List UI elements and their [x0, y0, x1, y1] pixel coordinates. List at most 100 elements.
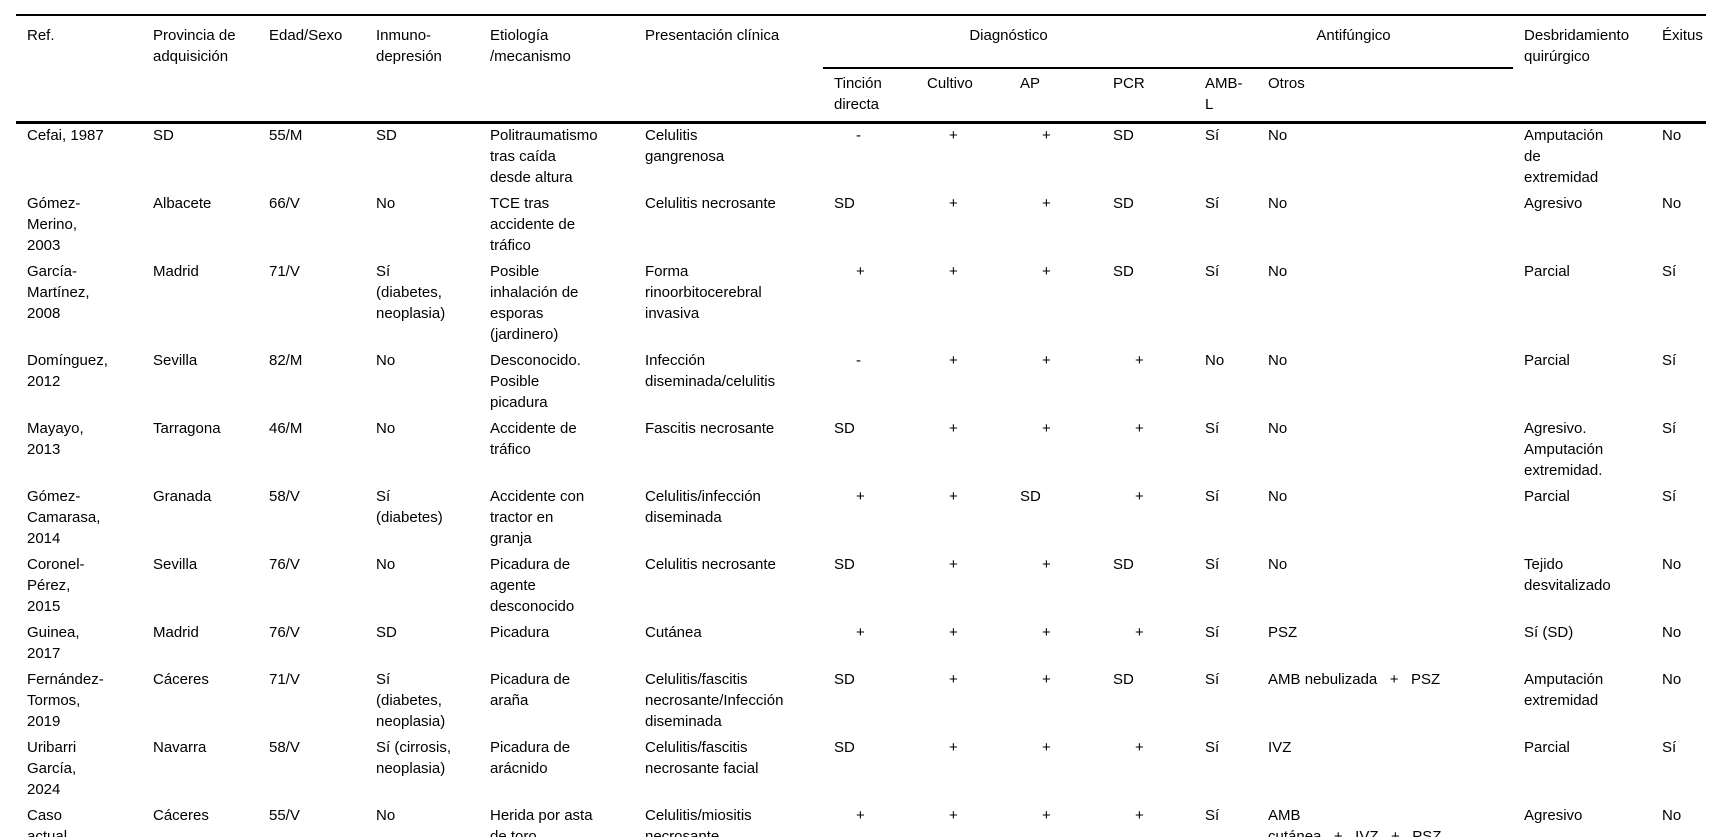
- cell-exitus: Sí: [1662, 739, 1677, 756]
- cell-exitus: No: [1662, 127, 1682, 144]
- cell-provincia: Sevilla: [153, 556, 198, 573]
- col-header-ap: AP: [1009, 68, 1102, 124]
- cell-edad-sexo: 71/V: [269, 263, 300, 280]
- table-row: Domínguez, 2012 Sevilla 82/M No Desconoc…: [16, 349, 1706, 417]
- cell-cultivo: +: [949, 127, 958, 144]
- cell-ap: +: [1042, 195, 1051, 212]
- cell-etiologia: Accidente con tractor en granja: [490, 488, 585, 547]
- cell-tincion-directa: -: [856, 127, 861, 144]
- cell-ref: Gómez- Merino, 2003: [27, 195, 81, 254]
- cell-ref: Mayayo, 2013: [27, 420, 84, 458]
- col-header-desbridamiento: Desbridamiento quirúrgico: [1513, 15, 1652, 124]
- cell-etiologia: Desconocido. Posible picadura: [490, 352, 581, 411]
- cell-ap: +: [1042, 671, 1051, 688]
- cell-ref: Fernández- Tormos, 2019: [27, 671, 104, 730]
- cell-otros: No: [1268, 127, 1288, 144]
- table-row: Mayayo, 2013 Tarragona 46/M No Accidente…: [16, 417, 1706, 485]
- cell-presentacion: Fascitis necrosante: [645, 420, 775, 437]
- col-header-etiologia: Etiología /mecanismo: [479, 15, 634, 124]
- cell-otros: No: [1268, 195, 1288, 212]
- cell-amb-l: Sí: [1205, 739, 1220, 756]
- cell-provincia: Sevilla: [153, 352, 198, 369]
- cell-cultivo: +: [949, 739, 958, 756]
- cell-desbridamiento: Agresivo: [1524, 807, 1583, 824]
- cell-tincion-directa: SD: [834, 420, 855, 437]
- cell-edad-sexo: 71/V: [269, 671, 300, 688]
- cell-ap: +: [1042, 127, 1051, 144]
- cell-inmunodepresion: Sí (cirrosis, neoplasia): [376, 739, 451, 777]
- table-row: Coronel- Pérez, 2015 Sevilla 76/V No Pic…: [16, 553, 1706, 621]
- cell-inmunodepresion: SD: [376, 624, 397, 641]
- cell-tincion-directa: +: [856, 488, 865, 505]
- cell-desbridamiento: Parcial: [1524, 352, 1570, 369]
- cell-exitus: Sí: [1662, 488, 1677, 505]
- col-header-edad-sexo: Edad/Sexo: [258, 15, 365, 124]
- cell-ref: García- Martínez, 2008: [27, 263, 90, 322]
- cell-cultivo: +: [949, 807, 958, 824]
- cell-otros: AMB nebulizada + PSZ: [1268, 671, 1441, 688]
- cell-presentacion: Celulitis necrosante: [645, 195, 776, 212]
- cell-amb-l: Sí: [1205, 671, 1220, 688]
- cell-ap: +: [1042, 263, 1051, 280]
- col-header-amb-l: AMB- L: [1194, 68, 1258, 124]
- col-header-pcr: PCR: [1102, 68, 1195, 124]
- cell-presentacion: Celulitis/fascitis necrosante/Infección …: [645, 671, 784, 730]
- cell-pcr: SD: [1113, 127, 1134, 144]
- cell-tincion-directa: +: [856, 807, 865, 824]
- cell-inmunodepresion: No: [376, 420, 396, 437]
- cell-otros: PSZ: [1268, 624, 1298, 641]
- cell-edad-sexo: 58/V: [269, 488, 300, 505]
- cell-desbridamiento: Amputación de extremidad: [1524, 127, 1604, 186]
- col-header-exitus: Éxitus: [1651, 15, 1707, 124]
- clinical-cases-table: Ref. Provincia de adquisición Edad/Sexo …: [16, 14, 1707, 837]
- cell-ap: +: [1042, 352, 1051, 369]
- cell-pcr: +: [1135, 739, 1144, 756]
- cell-etiologia: Picadura de agente desconocido: [490, 556, 575, 615]
- cell-tincion-directa: +: [856, 263, 865, 280]
- cell-presentacion: Forma rinoorbitocerebral invasiva: [645, 263, 762, 322]
- cell-etiologia: Picadura de arácnido: [490, 739, 571, 777]
- table-row: Caso actual Cáceres 55/V No Herida por a…: [16, 804, 1706, 837]
- col-header-inmunodepresion: Inmuno- depresión: [365, 15, 479, 124]
- cell-provincia: Tarragona: [153, 420, 221, 437]
- cell-amb-l: Sí: [1205, 556, 1220, 573]
- cell-provincia: Granada: [153, 488, 212, 505]
- cell-otros: No: [1268, 352, 1288, 369]
- cell-ref: Coronel- Pérez, 2015: [27, 556, 85, 615]
- cell-ref: Cefai, 1987: [27, 127, 104, 144]
- cell-provincia: Cáceres: [153, 807, 209, 824]
- cell-provincia: Madrid: [153, 624, 199, 641]
- col-header-presentacion: Presentación clínica: [634, 15, 823, 124]
- cell-desbridamiento: Parcial: [1524, 739, 1570, 756]
- cell-exitus: No: [1662, 807, 1682, 824]
- cell-provincia: SD: [153, 127, 174, 144]
- cell-ap: +: [1042, 739, 1051, 756]
- cell-exitus: No: [1662, 624, 1682, 641]
- cell-ref: Uribarri García, 2024: [27, 739, 77, 798]
- cell-cultivo: +: [949, 420, 958, 437]
- cell-amb-l: No: [1205, 352, 1225, 369]
- cell-edad-sexo: 55/V: [269, 807, 300, 824]
- table-row: Gómez- Merino, 2003 Albacete 66/V No TCE…: [16, 192, 1706, 260]
- cell-etiologia: Picadura: [490, 624, 550, 641]
- cell-cultivo: +: [949, 671, 958, 688]
- cell-amb-l: Sí: [1205, 488, 1220, 505]
- cell-presentacion: Cutánea: [645, 624, 702, 641]
- cell-presentacion: Celulitis necrosante: [645, 556, 776, 573]
- cell-otros: No: [1268, 420, 1288, 437]
- col-header-otros: Otros: [1257, 68, 1514, 124]
- cell-otros: No: [1268, 556, 1288, 573]
- cell-pcr: +: [1135, 352, 1144, 369]
- table-header: Ref. Provincia de adquisición Edad/Sexo …: [16, 15, 1707, 124]
- cell-pcr: +: [1135, 488, 1144, 505]
- cell-otros: No: [1268, 263, 1288, 280]
- cell-edad-sexo: 46/M: [269, 420, 303, 437]
- cell-inmunodepresion: No: [376, 807, 396, 824]
- col-header-provincia: Provincia de adquisición: [142, 15, 258, 124]
- header-row-subcolumns: Tinción directa Cultivo AP PCR AMB- L Ot…: [16, 68, 1706, 124]
- cell-ap: +: [1042, 420, 1051, 437]
- cell-ref: Domínguez, 2012: [27, 352, 108, 390]
- cell-ap: SD: [1020, 488, 1041, 505]
- col-header-ref: Ref.: [16, 15, 142, 124]
